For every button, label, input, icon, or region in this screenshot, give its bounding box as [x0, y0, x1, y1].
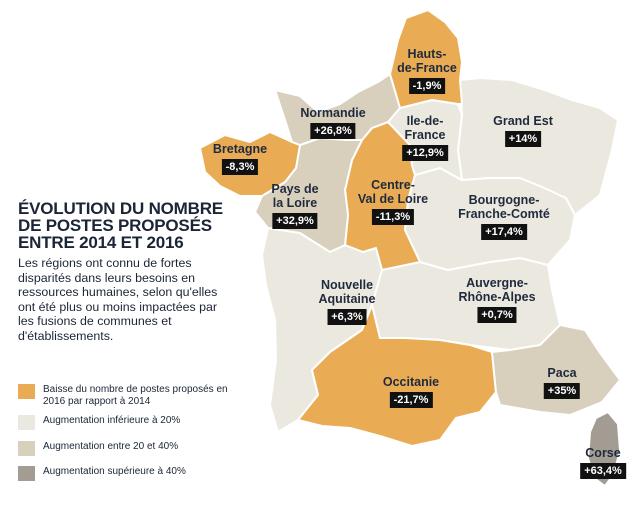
- region-name: Occitanie: [382, 375, 440, 389]
- legend-swatch: [18, 384, 35, 399]
- region-name: Centre-: [371, 178, 415, 192]
- region-name: Franche-Comté: [458, 207, 550, 221]
- title-line: DE POSTES PROPOSÉS: [18, 216, 212, 235]
- value-badge: +12,9%: [402, 145, 448, 161]
- region-label-auvergne-rhone-alpes: Auvergne- Rhône-Alpes +0,7%: [458, 276, 536, 323]
- region-name: Aquitaine: [318, 292, 376, 306]
- value-badge: +35%: [543, 383, 581, 399]
- region-name: Paca: [547, 366, 577, 380]
- region-label-occitanie: Occitanie -21,7%: [383, 375, 439, 408]
- legend-item-high: Augmentation supérieure à 40%: [18, 466, 186, 481]
- region-name: France: [404, 128, 446, 142]
- region-name: Ile-de-: [406, 114, 444, 128]
- legend-item-decrease: Baisse du nombre de postes proposés en 2…: [18, 384, 248, 408]
- region-name: la Loire: [272, 196, 318, 210]
- region-name: Nouvelle: [320, 278, 374, 292]
- value-badge: +0,7%: [477, 307, 517, 323]
- value-badge: -21,7%: [389, 392, 433, 408]
- region-name: Bourgogne-: [468, 193, 540, 207]
- region-name: Auvergne-: [466, 276, 528, 290]
- region-label-paca: Paca +35%: [543, 366, 581, 399]
- legend-swatch: [18, 466, 35, 481]
- value-badge: -8,3%: [221, 159, 259, 175]
- legend-text: Augmentation supérieure à 40%: [43, 466, 186, 477]
- value-badge: +17,4%: [481, 224, 527, 240]
- region-label-normandie: Normandie +26,8%: [300, 106, 366, 139]
- legend-swatch: [18, 441, 35, 456]
- region-shape-normandie: [274, 73, 401, 146]
- region-shape-occitanie: [297, 304, 497, 447]
- region-label-corse: Corse +63,4%: [580, 446, 626, 479]
- value-badge: -1,9%: [408, 78, 446, 94]
- legend-text: Baisse du nombre de postes proposés en 2…: [43, 384, 228, 407]
- value-badge: -11,3%: [371, 209, 415, 225]
- region-shape-paca: [491, 324, 621, 416]
- region-label-bourgogne-franche-comte: Bourgogne- Franche-Comté +17,4%: [458, 193, 550, 240]
- title-line: ÉVOLUTION DU NOMBRE: [18, 199, 223, 218]
- value-badge: +32,9%: [272, 213, 318, 229]
- value-badge: +63,4%: [580, 463, 626, 479]
- region-name: Corse: [585, 446, 621, 460]
- region-label-bretagne: Bretagne -8,3%: [213, 142, 267, 175]
- region-name: Normandie: [300, 106, 366, 120]
- region-name: Bretagne: [212, 142, 268, 156]
- region-label-grand-est: Grand Est +14%: [493, 114, 553, 147]
- region-label-nouvelle-aquitaine: Nouvelle Aquitaine +6,3%: [318, 278, 376, 325]
- region-label-centre-val-de-loire: Centre- Val de Loire -11,3%: [358, 178, 428, 225]
- region-name: Rhône-Alpes: [458, 290, 536, 304]
- value-badge: +14%: [504, 131, 542, 147]
- region-label-pays-de-la-loire: Pays de la Loire +32,9%: [271, 182, 319, 229]
- region-name: Grand Est: [493, 114, 553, 128]
- title-line: ENTRE 2014 ET 2016: [18, 233, 184, 252]
- value-badge: +26,8%: [310, 123, 356, 139]
- subtitle-text: Les régions ont connu de fortes disparit…: [18, 256, 218, 343]
- region-name: Pays de: [271, 182, 319, 196]
- region-label-ile-de-france: Ile-de- France +12,9%: [402, 114, 448, 161]
- legend-text: Augmentation entre 20 et 40%: [43, 441, 179, 452]
- legend-text: Augmentation inférieure à 20%: [43, 415, 181, 426]
- region-label-hauts-de-france: Hauts- de-France -1,9%: [397, 47, 457, 94]
- legend-item-mid: Augmentation entre 20 et 40%: [18, 441, 178, 456]
- legend-item-low: Augmentation inférieure à 20%: [18, 415, 180, 430]
- legend-swatch: [18, 415, 35, 430]
- chart-title: ÉVOLUTION DU NOMBRE DE POSTES PROPOSÉS E…: [18, 200, 248, 251]
- region-name: Hauts-: [407, 47, 447, 61]
- region-name: Val de Loire: [357, 192, 429, 206]
- region-name: de-France: [397, 61, 457, 75]
- value-badge: +6,3%: [327, 309, 367, 325]
